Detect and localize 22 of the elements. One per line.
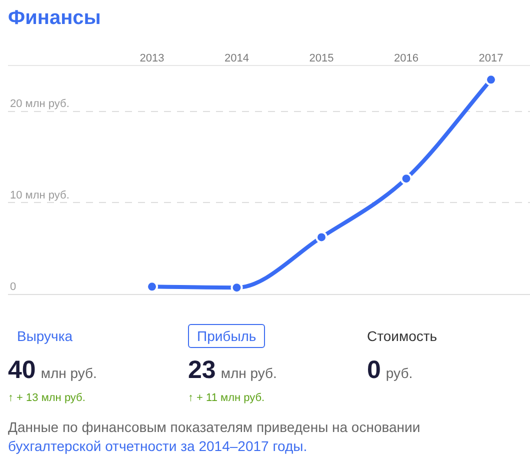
text: Прибыль [197, 328, 256, 344]
x-tick-label: 2016 [394, 52, 418, 64]
text: бухгалтерской отчетности за 2014–2017 годы. [8, 437, 308, 456]
text: млн руб. [40, 365, 97, 381]
text: млн руб. [220, 365, 277, 381]
y-tick-label: 20 млн руб. [10, 98, 70, 110]
text: 40 [8, 356, 36, 384]
text: руб. [386, 365, 413, 381]
y-tick-label: 0 [10, 281, 16, 294]
text: ↑ + 13 млн руб. [8, 391, 86, 405]
text: ↑ + 11 млн руб. [188, 391, 265, 405]
y-tick-label: 10 млн руб. [10, 189, 70, 202]
x-tick-label: 2013 [140, 52, 164, 64]
x-tick-label: 2015 [309, 52, 334, 64]
text: Выручка [17, 328, 73, 344]
x-tick-label: 2017 [478, 52, 504, 64]
text: 23 [188, 356, 216, 384]
chart-title: Финансы [8, 6, 101, 30]
text: 0 [367, 356, 381, 384]
text: Данные по финансовым показателям приведены на основании [8, 419, 420, 435]
text: Стоимость [367, 328, 438, 344]
x-tick-label: 2014 [224, 52, 249, 64]
